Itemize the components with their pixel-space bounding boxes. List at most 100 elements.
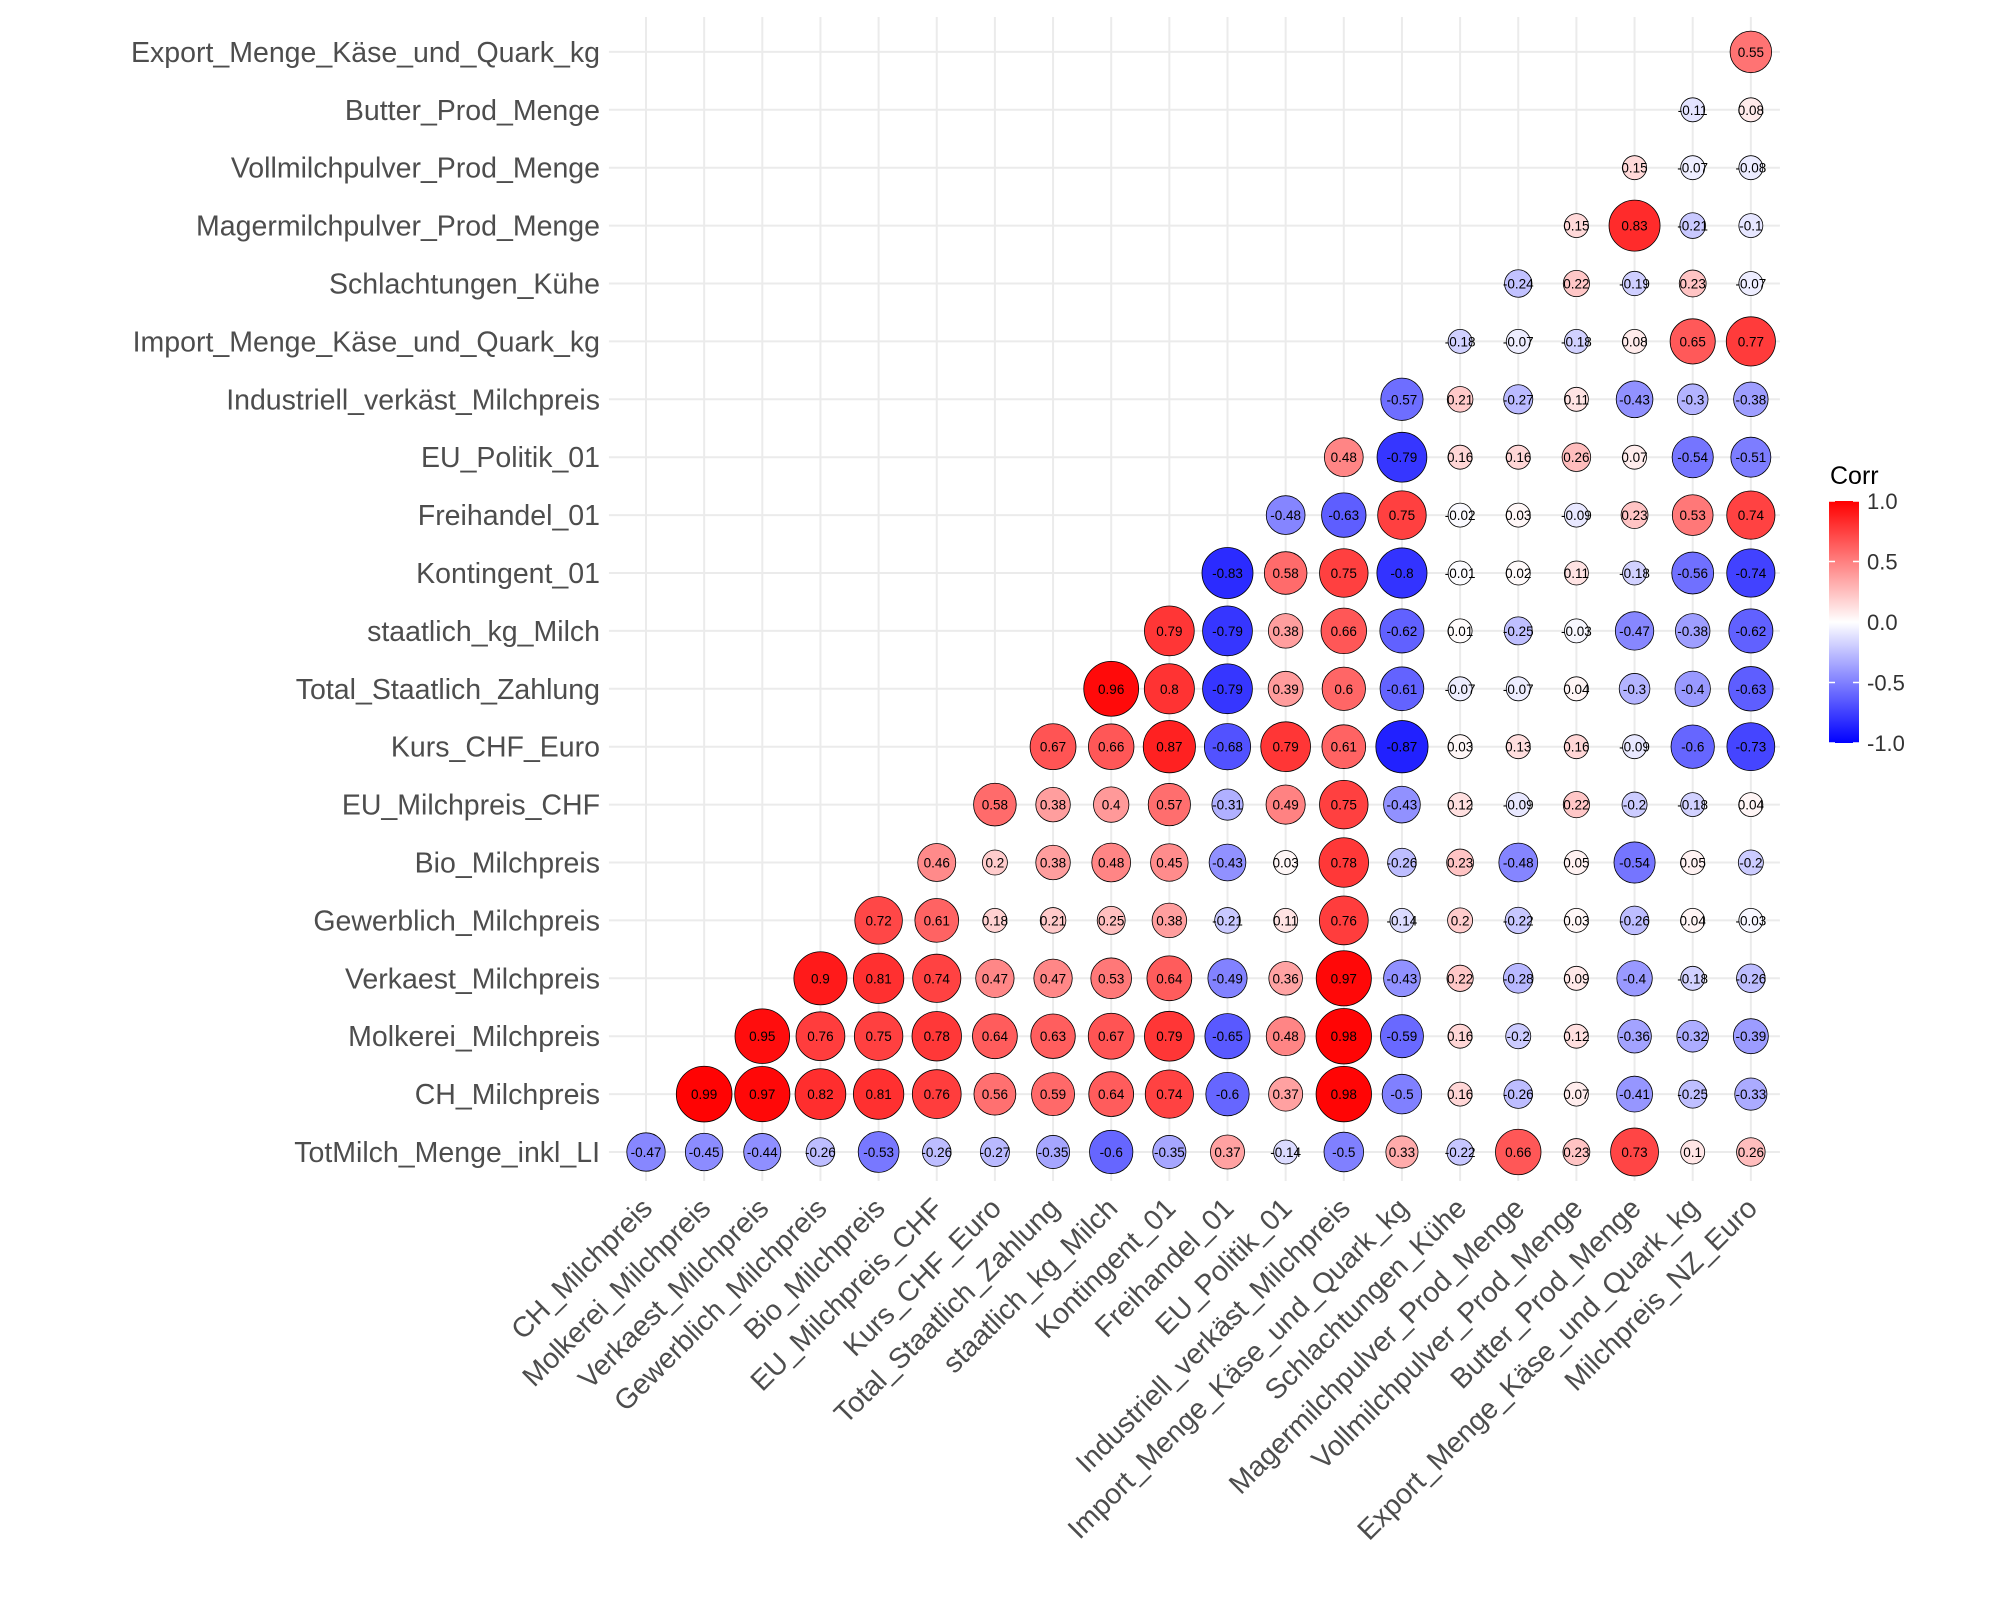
corr-circle [1318, 837, 1369, 888]
corr-value-label: 0.99 [691, 1087, 717, 1102]
corr-circle [1505, 734, 1531, 760]
corr-circle [1610, 1127, 1659, 1177]
corr-circle [1738, 97, 1764, 123]
corr-cell: 0.45 [1150, 843, 1189, 882]
corr-cell: 0.74 [912, 953, 962, 1003]
corr-circle [1678, 1079, 1708, 1109]
corr-value-label: -0.63 [1735, 682, 1766, 697]
corr-circle [1090, 957, 1132, 1000]
legend-tick-label: -1.0 [1867, 731, 1905, 756]
corr-value-label: -0.38 [1735, 392, 1766, 407]
corr-cell: 0.16 [1447, 1023, 1473, 1049]
corr-cell: -0.31 [1211, 788, 1244, 821]
corr-value-label: 0.75 [865, 1029, 891, 1044]
corr-value-label: -0.09 [1503, 798, 1534, 813]
corr-value-label: 0.18 [982, 913, 1008, 928]
corr-circle [1375, 720, 1429, 774]
corr-circle [1447, 560, 1473, 586]
y-tick-label: EU_Milchpreis_CHF [342, 790, 600, 822]
corr-cell: 0.09 [1563, 965, 1590, 991]
corr-circle [1036, 1135, 1071, 1169]
corr-circle [1622, 734, 1647, 760]
corr-cell: 0.38 [1035, 844, 1071, 881]
corr-value-label: 0.9 [811, 971, 830, 986]
corr-circle [1093, 786, 1130, 823]
corr-cell: -0.21 [1212, 907, 1243, 934]
corr-value-label: 0.38 [1156, 913, 1182, 928]
corr-value-label: 0.08 [1738, 103, 1764, 118]
corr-value-label: -0.54 [1677, 450, 1708, 465]
corr-circle [1733, 381, 1769, 417]
corr-circle [1380, 377, 1424, 421]
corr-cell: 0.61 [914, 898, 960, 943]
corr-cell: -0.43 [1383, 785, 1421, 824]
corr-circle [854, 896, 903, 945]
corr-circle [1211, 788, 1244, 821]
corr-circle [1376, 547, 1428, 599]
corr-cell: -0.21 [1677, 212, 1708, 239]
corr-circle [1083, 660, 1140, 717]
corr-cell: 0.22 [1562, 791, 1590, 819]
corr-cell: 0.75 [1319, 548, 1369, 598]
corr-circle [1446, 964, 1474, 992]
corr-circle [1088, 723, 1135, 770]
corr-cell: -0.18 [1445, 328, 1475, 354]
corr-cell: -0.62 [1379, 608, 1425, 654]
corr-value-label: -0.11 [1678, 103, 1708, 118]
corr-circle [1738, 155, 1764, 181]
corr-circle [1738, 792, 1764, 817]
corr-cell: -0.33 [1734, 1077, 1768, 1111]
corr-circle [1728, 608, 1774, 654]
corr-value-label: 0.16 [1563, 740, 1589, 755]
y-tick-label: Total_Staatlich_Zahlung [296, 674, 600, 706]
corr-circle [1730, 436, 1772, 478]
corr-cell: -0.27 [980, 1137, 1011, 1167]
corr-circle [1621, 270, 1648, 297]
corr-circle [1447, 676, 1473, 702]
corr-value-label: -0.43 [1212, 856, 1243, 871]
corr-cell: 0.4 [1093, 786, 1130, 823]
corr-circle [1505, 1023, 1532, 1050]
corr-value-label: 0.45 [1156, 856, 1182, 871]
corr-circle [1320, 607, 1367, 655]
corr-circle [1202, 663, 1253, 715]
corr-cell: 0.1 [1680, 1139, 1706, 1165]
corr-circle [1268, 1076, 1304, 1112]
corr-circle [1622, 155, 1647, 181]
corr-cell: -0.07 [1677, 155, 1708, 181]
corr-value-label: 0.63 [1040, 1029, 1066, 1044]
corr-value-label: -0.27 [980, 1145, 1011, 1160]
corr-circle [1321, 666, 1366, 711]
corr-cell: -0.47 [1614, 611, 1655, 651]
corr-cell: -0.26 [1735, 963, 1766, 993]
corr-value-label: -0.79 [1387, 450, 1418, 465]
corr-circle [1617, 1018, 1652, 1054]
corr-circle [1030, 1013, 1076, 1059]
corr-cell: -0.26 [921, 1137, 952, 1167]
corr-value-label: -0.14 [1270, 1145, 1301, 1160]
corr-value-label: -0.09 [1619, 740, 1650, 755]
corr-circle [973, 782, 1017, 827]
corr-circle [1379, 608, 1425, 654]
corr-circle [1564, 734, 1589, 760]
corr-cell: -0.3 [1618, 673, 1651, 705]
corr-circle [1447, 792, 1473, 817]
corr-circle [1039, 907, 1067, 934]
corr-value-label: 0.82 [807, 1087, 833, 1102]
corr-value-label: -0.2 [1507, 1029, 1530, 1044]
corr-value-label: 0.58 [1273, 566, 1299, 581]
corr-value-label: -0.6 [1100, 1145, 1123, 1160]
corr-cell: -0.63 [1321, 492, 1367, 538]
corr-circle [1087, 1012, 1135, 1060]
corr-circle [1670, 724, 1715, 769]
corr-circle [1680, 908, 1706, 933]
corr-cell: -0.4 [1674, 670, 1711, 707]
corr-cell: -0.24 [1503, 269, 1534, 298]
corr-circle [1265, 784, 1306, 825]
corr-value-label: 0.97 [1331, 971, 1357, 986]
corr-value-label: 0.66 [1505, 1145, 1531, 1160]
corr-value-label: 0.25 [1098, 913, 1124, 928]
corr-value-label: 0.4 [1102, 798, 1121, 813]
corr-cell: 0.98 [1315, 1065, 1372, 1123]
corr-cell: 0.04 [1563, 676, 1590, 702]
